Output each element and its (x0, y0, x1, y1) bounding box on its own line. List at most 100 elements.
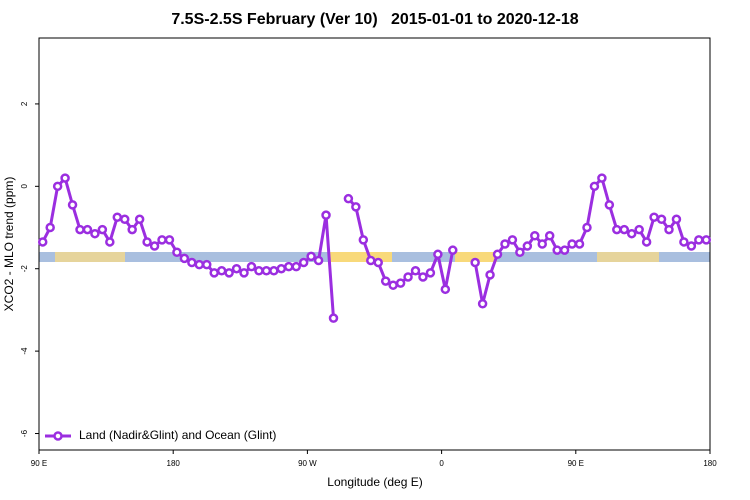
data-point (679, 237, 689, 247)
y-tick-label: -2 (20, 265, 29, 273)
data-point (187, 257, 197, 268)
data-point (239, 268, 249, 278)
data-point (127, 224, 137, 235)
data-point (75, 224, 85, 235)
data-point (440, 284, 451, 295)
x-tick-label: 90 W (298, 459, 317, 468)
data-point (52, 181, 63, 192)
data-point (582, 222, 592, 233)
x-tick-label: 180 (703, 459, 717, 468)
data-point (119, 214, 130, 225)
data-point (537, 239, 547, 249)
data-point (552, 245, 562, 255)
data-point (589, 181, 600, 192)
data-point (410, 266, 421, 276)
data-point (60, 173, 70, 183)
data-point (485, 270, 495, 280)
land-ocean-strip (39, 252, 710, 262)
y-axis-label: XCO2 - MLO trend (ppm) (2, 177, 16, 312)
data-point (269, 266, 279, 276)
data-point (343, 193, 354, 204)
data-point (298, 257, 309, 268)
data-point (515, 247, 525, 257)
y-tick-label: -4 (20, 347, 29, 355)
data-point (261, 266, 272, 276)
data-point (664, 224, 674, 235)
data-point (701, 235, 712, 245)
data-point (37, 237, 48, 247)
data-point (626, 228, 637, 239)
x-tick-label: 180 (167, 459, 181, 468)
data-point (544, 231, 555, 241)
data-point (373, 257, 383, 268)
data-point (306, 251, 316, 262)
data-point (694, 235, 704, 245)
x-tick-label: 0 (439, 459, 444, 468)
data-point (500, 239, 510, 249)
data-point (366, 255, 376, 266)
data-point (97, 224, 108, 235)
data-point (567, 239, 577, 249)
data-point (448, 245, 458, 255)
data-point (172, 247, 182, 257)
data-point (649, 212, 659, 222)
data-point (231, 263, 242, 274)
data-point (179, 253, 190, 264)
series-line (41, 176, 707, 319)
y-tick-label: 0 (20, 184, 29, 189)
data-point (157, 235, 167, 245)
data-point (209, 268, 219, 278)
data-point (522, 241, 533, 251)
data-point (641, 237, 652, 247)
data-point (418, 272, 428, 282)
data-point (477, 298, 488, 309)
data-point (246, 261, 257, 272)
data-point (276, 263, 287, 274)
data-point (313, 255, 324, 266)
data-point (425, 268, 436, 278)
data-point (604, 200, 615, 210)
data-point (656, 214, 667, 225)
data-point (105, 237, 115, 247)
data-point (619, 224, 630, 235)
y-tick-label: -6 (20, 429, 29, 437)
data-point (321, 210, 331, 220)
data-point (358, 235, 369, 245)
legend-marker (53, 431, 63, 441)
plot-frame (38, 37, 711, 451)
data-point (597, 173, 607, 183)
data-point (82, 224, 93, 235)
data-point (395, 278, 406, 288)
data-point (492, 249, 503, 260)
data-point (216, 266, 227, 276)
data-point (574, 239, 585, 249)
data-point (388, 280, 398, 290)
data-point (149, 241, 160, 251)
data-point (671, 214, 682, 225)
data-point (142, 237, 152, 247)
data-point (328, 313, 339, 323)
data-point (291, 261, 301, 272)
data-point (134, 214, 145, 225)
data-point (380, 276, 391, 286)
x-axis-label: Longitude (deg E) (327, 475, 422, 489)
y-tick-label: 2 (20, 101, 29, 106)
data-point (686, 241, 697, 251)
data-point (612, 224, 622, 235)
data-point (403, 272, 413, 282)
data-point (507, 235, 518, 245)
data-point (351, 202, 361, 212)
legend-label: Land (Nadir&Glint) and Ocean (Glint) (79, 428, 276, 442)
data-point (112, 212, 123, 222)
data-point (530, 231, 540, 241)
data-point (224, 268, 234, 278)
data-point (45, 222, 55, 233)
data-point (470, 257, 480, 268)
data-point (194, 259, 205, 270)
data-point (164, 235, 175, 245)
data-point (90, 228, 100, 239)
x-tick-label: 90 E (31, 459, 47, 468)
data-point (202, 259, 212, 270)
data-point (559, 245, 570, 255)
x-tick-label: 90 E (568, 459, 584, 468)
